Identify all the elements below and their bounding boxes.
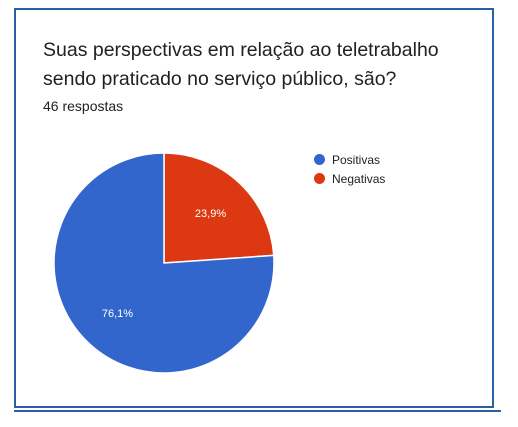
legend-item-positivas[interactable]: Positivas bbox=[314, 150, 385, 169]
legend-swatch-positivas bbox=[314, 154, 325, 165]
chart-title: Suas perspectivas em relação ao teletrab… bbox=[43, 39, 439, 90]
legend-swatch-negativas bbox=[314, 173, 325, 184]
legend-label-negativas: Negativas bbox=[332, 171, 386, 186]
legend-item-negativas[interactable]: Negativas bbox=[314, 169, 385, 188]
card-bottom-border bbox=[14, 410, 501, 412]
pie-slice-positivas[interactable] bbox=[53, 152, 275, 374]
pie-slice-negativas[interactable] bbox=[163, 152, 275, 264]
pie-label-positivas: 76,1% bbox=[102, 308, 133, 320]
legend-label-positivas: Positivas bbox=[332, 152, 381, 167]
chart-legend: Positivas Negativas bbox=[314, 150, 385, 188]
response-count: 46 respostas bbox=[43, 98, 124, 114]
pie-label-negativas: 23,9% bbox=[195, 208, 226, 220]
chart-card bbox=[14, 8, 494, 408]
